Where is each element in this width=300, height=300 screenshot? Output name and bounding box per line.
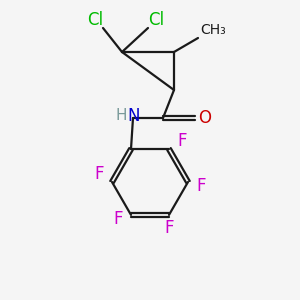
Text: H: H [115, 107, 127, 122]
Text: F: F [94, 165, 104, 183]
Text: Cl: Cl [148, 11, 164, 29]
Text: F: F [164, 219, 174, 237]
Text: O: O [199, 109, 212, 127]
Text: F: F [113, 210, 123, 228]
Text: CH₃: CH₃ [200, 23, 226, 37]
Text: F: F [196, 177, 206, 195]
Text: Cl: Cl [87, 11, 103, 29]
Text: N: N [128, 107, 140, 125]
Text: F: F [177, 132, 187, 150]
